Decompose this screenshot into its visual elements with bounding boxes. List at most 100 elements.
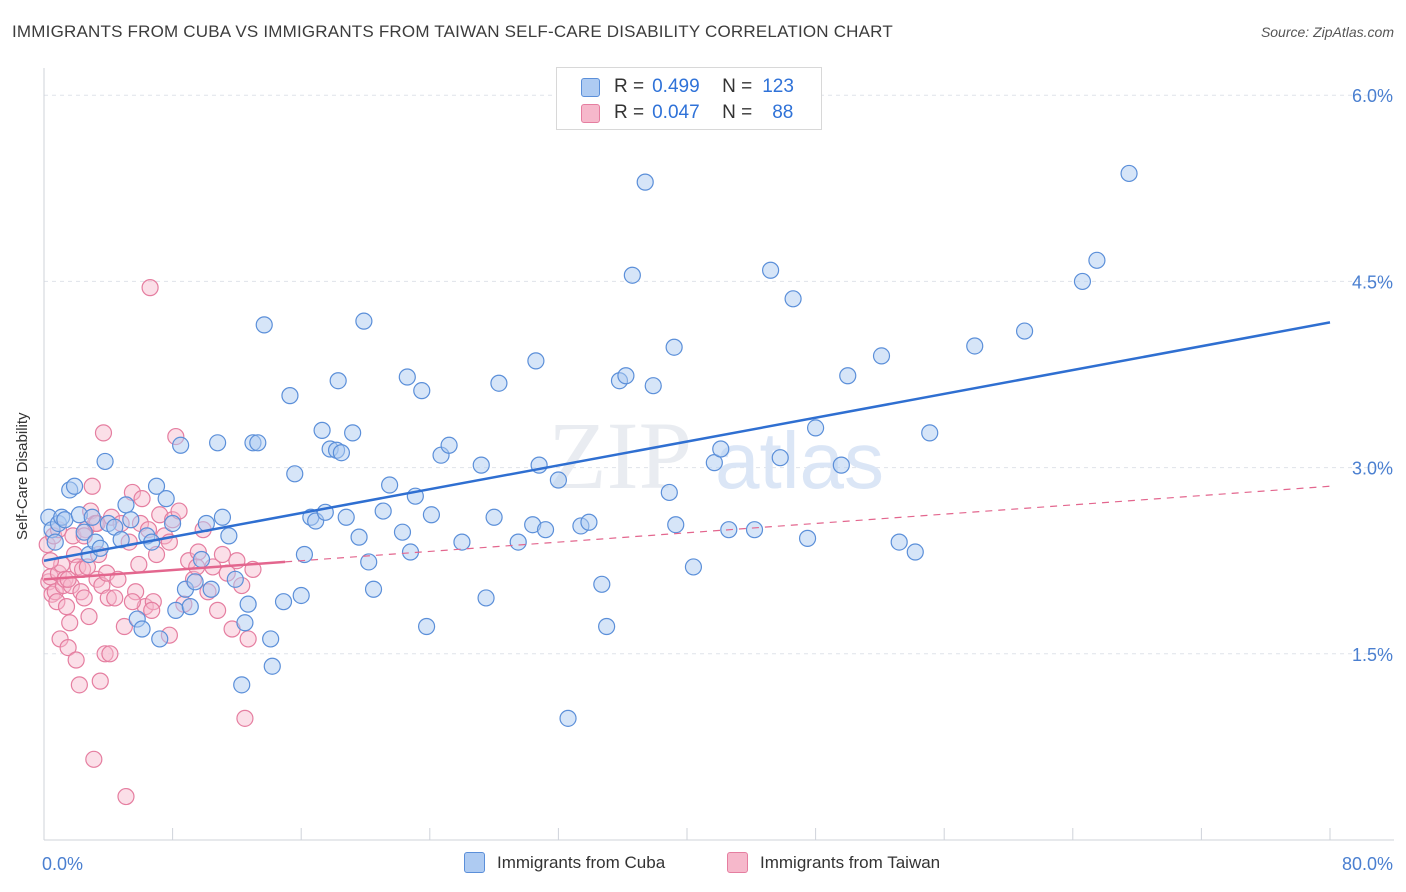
correlation-legend: R = 0.499 N = 123 R = 0.047 N = 88 <box>556 67 822 130</box>
cuba-point <box>422 506 441 524</box>
cuba-point <box>593 575 611 593</box>
cuba-point <box>1015 322 1034 340</box>
cuba-point <box>966 337 984 355</box>
cuba-point <box>906 543 924 561</box>
bottom-legend-cuba: Immigrants from Cuba <box>464 852 665 873</box>
legend-r-value: 0.047 <box>652 102 700 123</box>
cuba-point <box>263 657 281 675</box>
cuba-point <box>332 444 350 462</box>
taiwan-point <box>75 589 93 607</box>
taiwan-point <box>101 645 119 663</box>
legend-n-label: N = <box>722 76 753 97</box>
cuba-point <box>355 312 373 330</box>
x-tick-label-min: 0.0% <box>42 854 83 874</box>
taiwan-point <box>117 787 135 806</box>
cuba-point <box>164 514 182 533</box>
taiwan-point <box>48 593 66 611</box>
cuba-point <box>832 456 850 474</box>
cuba-point <box>440 436 458 454</box>
taiwan-swatch <box>581 103 600 123</box>
cuba-point <box>527 352 545 370</box>
cuba-point <box>337 508 355 526</box>
taiwan-point <box>123 593 142 611</box>
legend-n-value: 88 <box>772 102 794 123</box>
taiwan-point <box>144 593 162 611</box>
taiwan-point <box>59 639 77 657</box>
legend-r-label: R = <box>614 76 645 97</box>
cuba-point <box>344 424 362 442</box>
cuba-point <box>350 528 368 546</box>
cuba-point <box>1120 164 1138 183</box>
cuba-point <box>75 523 93 541</box>
cuba-point <box>485 508 503 526</box>
taiwan-point <box>130 555 148 574</box>
cuba-point <box>784 290 802 308</box>
source-label: Source: ZipAtlas.com <box>1260 24 1394 40</box>
cuba-point <box>192 550 211 569</box>
cuba-point <box>281 387 299 405</box>
cuba-point <box>417 617 436 636</box>
watermark-atlas: atlas <box>715 416 884 505</box>
cuba-point <box>684 558 703 576</box>
cuba-points <box>40 164 1138 727</box>
cuba-point <box>209 434 227 452</box>
taiwan-point <box>127 583 145 601</box>
cuba-point <box>509 533 527 551</box>
cuba-point <box>1088 251 1106 269</box>
cuba-point <box>202 580 220 598</box>
cuba-point <box>667 516 685 534</box>
taiwan-point <box>209 601 227 619</box>
taiwan-legend-swatch <box>727 852 748 873</box>
cuba-point <box>453 533 471 551</box>
taiwan-point <box>115 617 133 636</box>
grid-layer <box>44 94 1390 655</box>
taiwan-point <box>57 598 76 616</box>
cuba-point <box>172 436 190 454</box>
taiwan-point <box>61 614 79 632</box>
cuba-swatch <box>581 77 600 97</box>
taiwan-trend-line <box>43 560 286 581</box>
cuba-point <box>490 374 508 392</box>
cuba-point <box>186 573 204 591</box>
cuba-point <box>872 347 891 365</box>
taiwan-point <box>59 570 77 588</box>
cuba-point <box>360 553 378 571</box>
cuba-point <box>181 598 199 616</box>
legend-row-cuba: R = 0.499 N = 123 <box>581 74 794 100</box>
cuba-point <box>65 477 84 495</box>
cuba-point <box>712 440 730 458</box>
taiwan-point <box>70 676 88 694</box>
cuba-point <box>559 709 577 727</box>
cuba-point <box>1073 272 1092 291</box>
cuba-point <box>536 521 555 539</box>
y-tick-label: 3.0% <box>1352 459 1393 479</box>
x-tick-label-max: 80.0% <box>1342 854 1393 874</box>
cuba-point <box>233 676 251 694</box>
cuba-point <box>249 434 267 452</box>
legend-r-value: 0.499 <box>652 76 700 97</box>
taiwan-point <box>236 709 254 727</box>
cuba-point <box>295 545 314 564</box>
taiwan-point <box>91 672 109 690</box>
cuba-trend-line <box>43 321 1331 562</box>
taiwan-point <box>80 607 98 626</box>
cuba-point <box>798 529 817 547</box>
cuba-point <box>617 367 635 385</box>
cuba-point <box>413 382 431 400</box>
cuba-point <box>286 465 304 483</box>
cuba-point <box>660 483 678 502</box>
cuba-point <box>292 586 310 605</box>
cuba-point <box>329 372 347 390</box>
cuba-point <box>477 589 495 607</box>
tick-labels: 1.5% 3.0% 4.5% 6.0% 0.0% 80.0% <box>42 86 1393 874</box>
cuba-point <box>398 368 416 386</box>
cuba-point <box>839 367 857 385</box>
cuba-point <box>890 533 908 551</box>
cuba-point <box>96 452 114 471</box>
legend-r-label: R = <box>614 102 645 123</box>
cuba-point <box>393 523 412 541</box>
cuba-point <box>374 502 392 520</box>
taiwan-point <box>96 645 114 663</box>
cuba-point <box>274 593 293 611</box>
